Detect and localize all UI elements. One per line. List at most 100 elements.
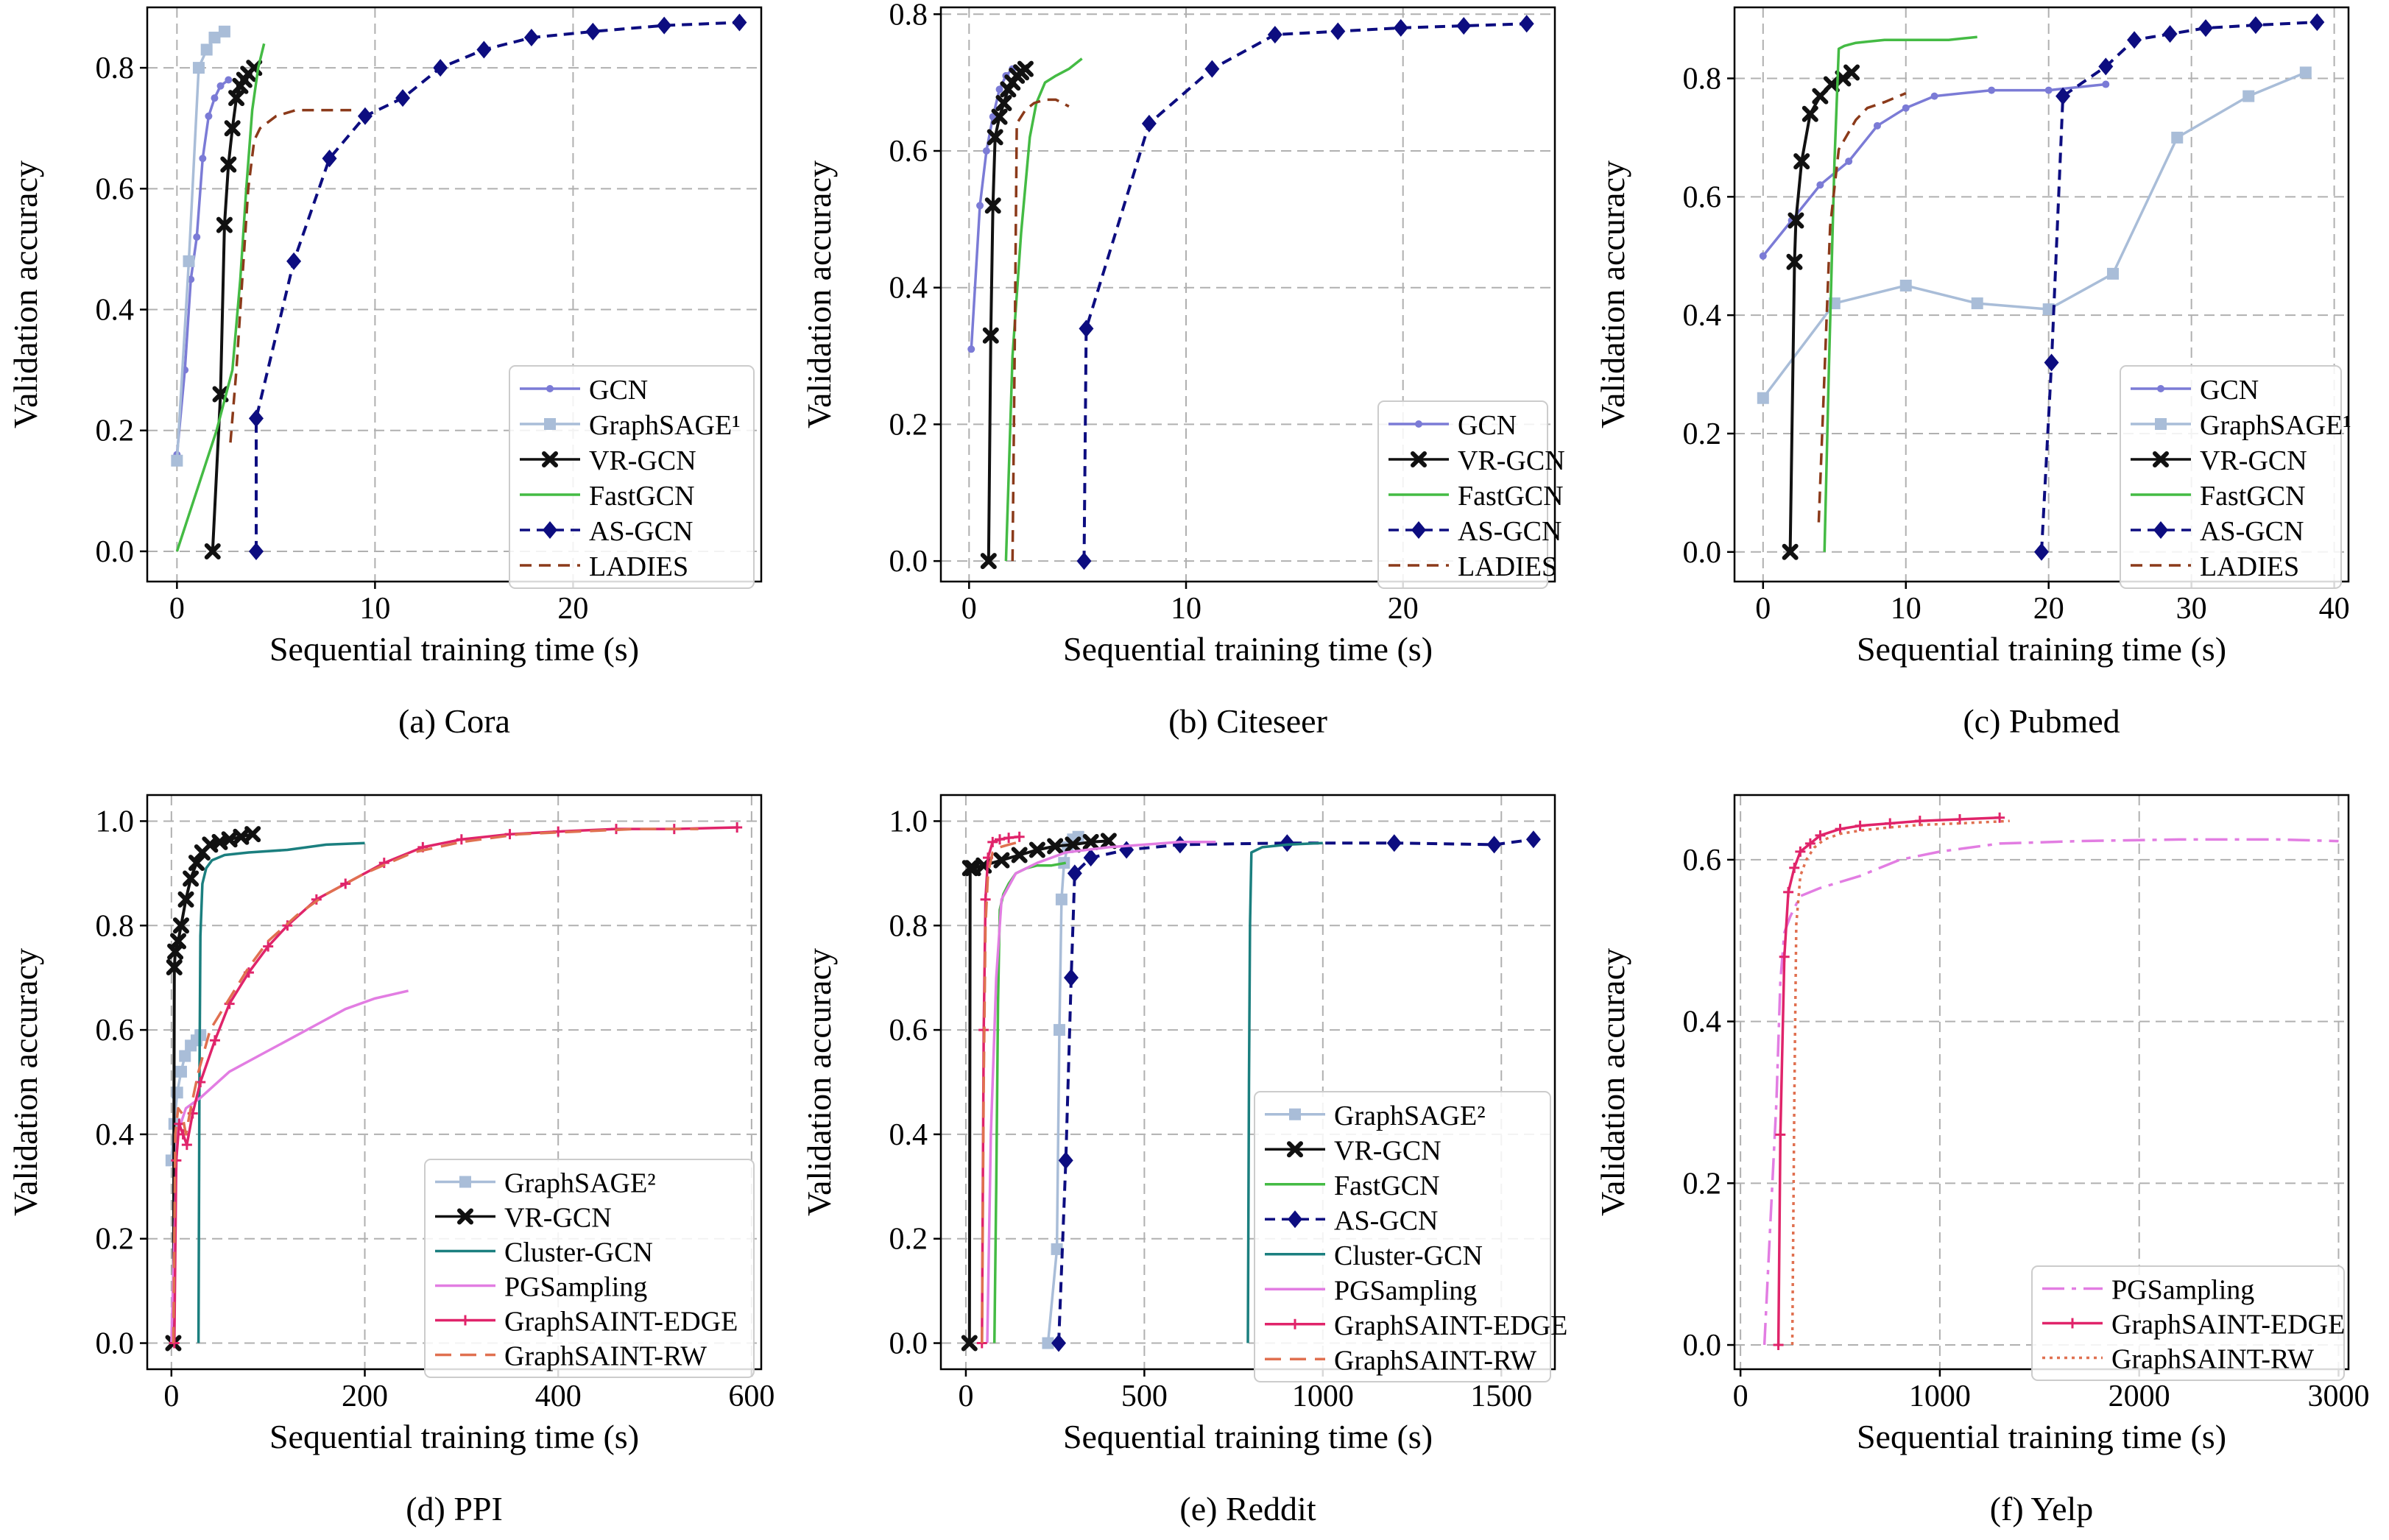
data-point-marker bbox=[1823, 76, 1840, 93]
data-point-marker bbox=[1788, 212, 1804, 229]
legend-label: VR-GCN bbox=[1458, 445, 1565, 476]
data-point-marker bbox=[1812, 88, 1829, 105]
data-point-marker bbox=[1280, 834, 1295, 852]
legend-label: LADIES bbox=[1458, 551, 1557, 582]
y-tick-label: 0.2 bbox=[1683, 1167, 1722, 1201]
series-line-ladies bbox=[1817, 91, 1907, 523]
legend-label: FastGCN bbox=[1458, 481, 1564, 512]
data-point-marker bbox=[1082, 833, 1099, 850]
x-tick-label: 30 bbox=[2176, 592, 2207, 626]
x-tick-label: 20 bbox=[557, 592, 588, 626]
x-axis-label: Sequential training time (s) bbox=[1857, 630, 2226, 668]
data-point-marker bbox=[209, 1035, 220, 1046]
x-axis-label: Sequential training time (s) bbox=[1063, 630, 1433, 668]
data-point-marker bbox=[1330, 22, 1346, 40]
x-tick-label: 20 bbox=[2033, 592, 2064, 626]
data-point-marker bbox=[961, 1335, 978, 1352]
data-point-marker bbox=[1525, 830, 1541, 849]
data-point-marker bbox=[181, 1140, 192, 1151]
y-tick-label: 1.0 bbox=[96, 805, 135, 838]
data-point-marker bbox=[228, 90, 245, 107]
data-point-marker bbox=[205, 112, 213, 120]
data-point-marker bbox=[1172, 836, 1188, 854]
y-axis-label: Validation accuracy bbox=[7, 948, 44, 1216]
data-point-marker bbox=[2102, 80, 2110, 88]
legend-label: GCN bbox=[589, 375, 648, 406]
legend-label: Cluster-GCN bbox=[1334, 1240, 1483, 1271]
legend-label: GraphSAINT-RW bbox=[504, 1341, 707, 1372]
data-point-marker bbox=[1994, 812, 2005, 823]
legend-marker bbox=[1411, 521, 1426, 539]
data-point-marker bbox=[1519, 15, 1534, 33]
legend-label: GraphSAINT-EDGE bbox=[2111, 1310, 2345, 1341]
x-axis-label: Sequential training time (s) bbox=[1063, 1418, 1433, 1455]
y-axis-label: Validation accuracy bbox=[800, 948, 838, 1216]
data-point-marker bbox=[1393, 18, 1408, 37]
legend-label: VR-GCN bbox=[589, 445, 696, 476]
legend-box bbox=[2031, 1265, 2345, 1381]
legend-label: GraphSAINT-EDGE bbox=[1334, 1310, 1567, 1341]
data-point-marker bbox=[1845, 158, 1853, 166]
data-point-marker bbox=[220, 156, 237, 173]
series-line-graphsaint-edge bbox=[1776, 816, 2000, 1346]
data-point-marker bbox=[311, 894, 322, 905]
legend: GCN VR-GCN FastGCN AS-GCN LADIES bbox=[1377, 400, 1565, 589]
y-tick-label: 0.8 bbox=[889, 0, 928, 32]
x-axis-label: Sequential training time (s) bbox=[269, 630, 639, 668]
legend-marker bbox=[1289, 1108, 1301, 1120]
plot-frame bbox=[939, 794, 1556, 1371]
data-point-marker bbox=[1783, 886, 1794, 897]
series-line-graphsaint-rw bbox=[172, 827, 699, 1343]
y-tick-label: 0.2 bbox=[1683, 417, 1722, 451]
data-point-marker bbox=[1065, 836, 1081, 853]
legend-marker bbox=[542, 451, 558, 467]
data-point-marker bbox=[1051, 1243, 1063, 1255]
plot-frame bbox=[1733, 6, 2350, 583]
legend-label: GraphSAGE² bbox=[504, 1168, 656, 1199]
data-point-marker bbox=[1267, 26, 1282, 44]
x-tick-label: 10 bbox=[359, 592, 390, 626]
data-point-marker bbox=[2242, 90, 2255, 102]
data-point-marker bbox=[1804, 838, 1815, 849]
y-tick-label: 0.2 bbox=[96, 414, 135, 448]
series-line-cluster-gcn bbox=[1246, 841, 1323, 1343]
x-tick-label: 40 bbox=[2319, 592, 2350, 626]
panel-caption: (f) Yelp bbox=[1990, 1490, 2094, 1527]
data-point-marker bbox=[993, 852, 1010, 869]
legend-label: GraphSAGE² bbox=[1334, 1101, 1486, 1131]
data-point-marker bbox=[1047, 838, 1064, 855]
x-tick-label: 0 bbox=[163, 1380, 179, 1413]
data-point-marker bbox=[1119, 841, 1134, 859]
data-point-marker bbox=[199, 155, 207, 163]
data-point-marker bbox=[1079, 319, 1094, 338]
legend-label: GCN bbox=[1458, 410, 1517, 441]
data-point-marker bbox=[177, 891, 194, 908]
x-tick-label: 0 bbox=[958, 1380, 973, 1413]
legend-marker bbox=[546, 385, 554, 392]
data-point-marker bbox=[1067, 864, 1082, 883]
data-point-marker bbox=[2034, 543, 2049, 561]
data-point-marker bbox=[1486, 836, 1502, 854]
data-point-marker bbox=[433, 59, 448, 77]
data-point-marker bbox=[2044, 86, 2053, 94]
data-point-marker bbox=[982, 147, 990, 155]
x-tick-label: 3000 bbox=[2307, 1380, 2369, 1413]
data-point-marker bbox=[171, 454, 183, 467]
data-point-marker bbox=[395, 89, 411, 107]
y-tick-label: 0.0 bbox=[889, 545, 928, 579]
data-point-marker bbox=[1076, 552, 1092, 571]
series-line-as-gcn bbox=[255, 21, 740, 551]
x-tick-label: 10 bbox=[1171, 592, 1201, 626]
legend-label: AS-GCN bbox=[1458, 516, 1562, 547]
data-point-marker bbox=[995, 95, 1012, 111]
legend-marker bbox=[2153, 521, 2168, 539]
series-group bbox=[961, 830, 1541, 1352]
data-point-marker bbox=[1885, 818, 1896, 829]
data-point-marker bbox=[1930, 92, 1938, 100]
data-point-marker bbox=[2198, 19, 2214, 38]
data-point-marker bbox=[987, 129, 1003, 146]
x-tick-label: 20 bbox=[1388, 592, 1419, 626]
data-point-marker bbox=[2127, 31, 2142, 49]
legend-label: FastGCN bbox=[1334, 1170, 1440, 1201]
legend-label: AS-GCN bbox=[589, 516, 693, 547]
